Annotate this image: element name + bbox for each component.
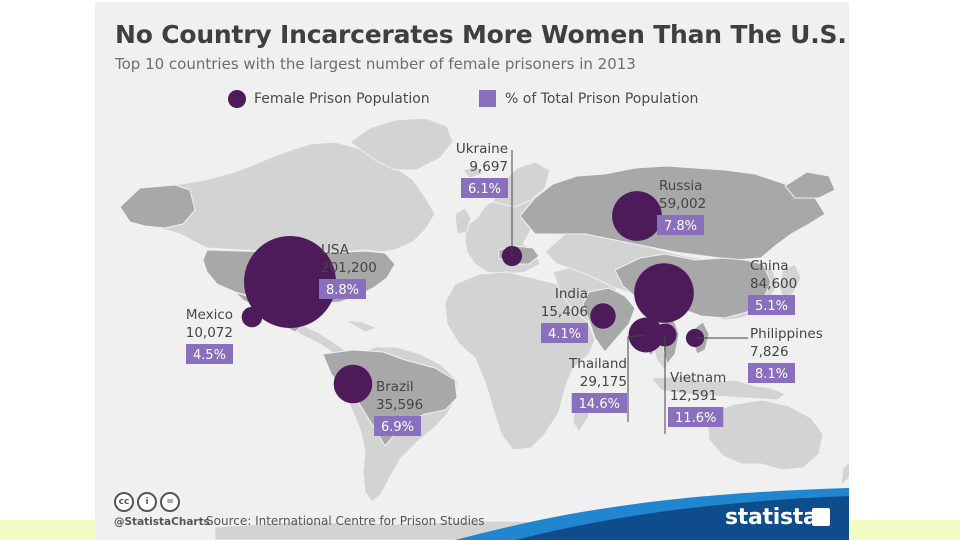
world-map: USA 201,200 8.8% China 84,600 5.1% Russia 59,00… <box>119 117 849 540</box>
country-value-mexico: 10,072 <box>186 325 233 341</box>
pct-box-india <box>541 323 588 343</box>
highlight-russia <box>519 165 826 261</box>
country-name-usa: USA <box>321 242 350 258</box>
legend-label-percent-total: % of Total Prison Population <box>505 91 699 107</box>
attribution-icon: i <box>137 492 157 512</box>
pct-label-thailand: 14.6% <box>579 397 620 412</box>
legend-label-female-population: Female Prison Population <box>254 91 430 107</box>
pct-box-philippines <box>748 363 795 383</box>
pct-box-mexico <box>186 344 233 364</box>
statista-logo: statista <box>725 505 818 530</box>
country-value-philippines: 7,826 <box>750 344 789 360</box>
pct-box-vietnam <box>668 407 724 427</box>
land-africa <box>444 271 596 451</box>
footer-wave-dark <box>515 496 849 540</box>
bubble-usa <box>244 236 336 328</box>
pct-label-ukraine: 6.1% <box>468 182 501 197</box>
pct-box-usa <box>319 279 366 299</box>
country-name-thailand: Thailand <box>568 356 627 372</box>
pct-label-philippines: 8.1% <box>755 367 788 382</box>
source-note: Source: International Centre for Prison … <box>206 514 485 528</box>
country-value-thailand: 29,175 <box>580 374 627 390</box>
pct-box-ukraine <box>461 178 508 198</box>
pct-label-mexico: 4.5% <box>193 348 226 363</box>
country-name-brazil: Brazil <box>376 379 414 395</box>
bubble-india <box>590 303 616 329</box>
country-value-usa: 201,200 <box>321 260 377 276</box>
infographic-card: No Country Incarcerates More Women Than … <box>95 2 849 540</box>
country-value-china: 84,600 <box>750 276 797 292</box>
country-value-brazil: 35,596 <box>376 397 423 413</box>
pct-label-china: 5.1% <box>755 299 788 314</box>
land-iceland <box>462 165 484 179</box>
bubble-china <box>634 263 694 323</box>
land-caribbean <box>344 319 379 333</box>
pct-box-china <box>748 295 795 315</box>
bubble-mexico <box>241 306 263 328</box>
highlight-alaska <box>119 184 196 229</box>
land-greenland <box>349 117 454 171</box>
pct-label-india: 4.1% <box>548 327 581 342</box>
chart-title: No Country Incarcerates More Women Than … <box>115 20 847 49</box>
highlight-russia-east <box>784 171 836 199</box>
country-name-vietnam: Vietnam <box>670 370 726 386</box>
country-name-philippines: Philippines <box>750 326 823 342</box>
pct-label-usa: 8.8% <box>326 283 359 298</box>
statista-handle: @StatistaCharts <box>114 516 210 528</box>
country-value-russia: 59,002 <box>659 196 706 212</box>
country-name-ukraine: Ukraine <box>456 141 508 157</box>
license-icons: cc i = <box>114 492 180 512</box>
creative-commons-icon: cc <box>114 492 134 512</box>
country-value-vietnam: 12,591 <box>670 388 717 404</box>
legend-square-icon <box>479 90 496 107</box>
land-north-america <box>119 141 436 253</box>
land-new-zealand <box>840 461 849 488</box>
pct-label-vietnam: 11.6% <box>675 411 716 426</box>
pct-label-brazil: 6.9% <box>381 420 414 435</box>
country-name-china: China <box>750 258 789 274</box>
bubble-russia <box>612 191 662 241</box>
statista-logo-mark-icon <box>812 508 830 526</box>
country-name-russia: Russia <box>659 178 702 194</box>
bubble-brazil <box>333 364 373 404</box>
country-value-india: 15,406 <box>541 304 588 320</box>
pct-label-russia: 7.8% <box>664 219 697 234</box>
no-derivatives-icon: = <box>160 492 180 512</box>
land-japan <box>778 263 802 299</box>
pct-box-brazil <box>374 416 421 436</box>
legend-circle-icon <box>228 90 246 108</box>
land-uk <box>454 207 472 235</box>
land-australia <box>706 399 824 471</box>
pct-box-russia <box>657 215 704 235</box>
country-name-mexico: Mexico <box>186 307 233 323</box>
land-indonesia <box>649 375 786 401</box>
leader-line-thailand <box>627 334 647 422</box>
pct-box-thailand <box>571 393 627 413</box>
country-name-india: India <box>555 286 588 302</box>
chart-subtitle: Top 10 countries with the largest number… <box>115 55 636 73</box>
country-value-ukraine: 9,697 <box>469 159 508 175</box>
